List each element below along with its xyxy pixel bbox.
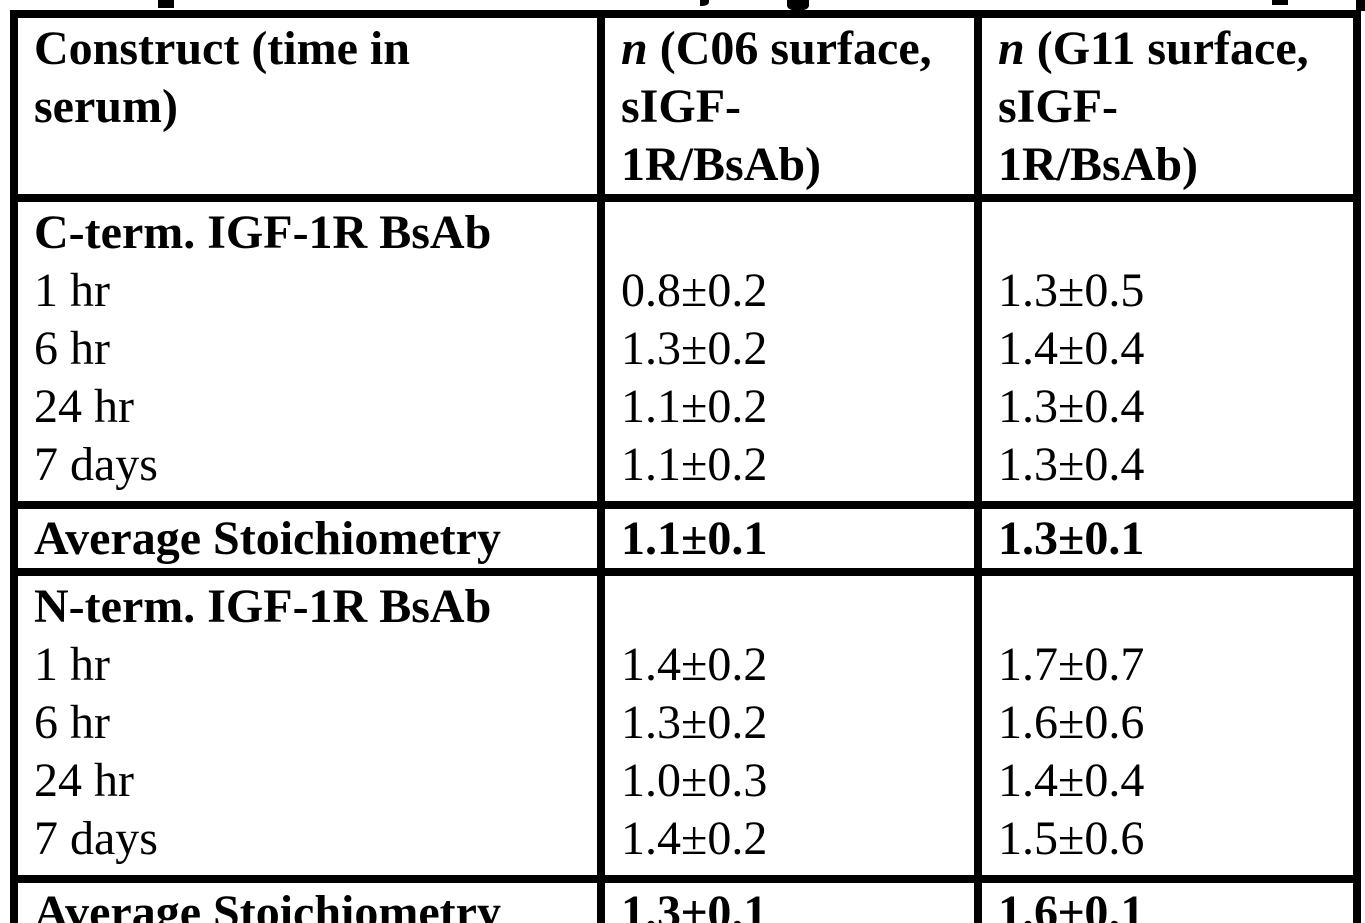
cell-cterm-average-label: Average Stoichiometry bbox=[10, 501, 605, 576]
value: 1.3±0.4 bbox=[998, 380, 1145, 433]
value: 1.4±0.2 bbox=[621, 812, 768, 865]
value: 1.3±0.4 bbox=[998, 438, 1145, 491]
blank-line bbox=[621, 206, 970, 262]
time-label: 1 hr bbox=[34, 638, 110, 691]
average-label: Average Stoichiometry bbox=[34, 886, 501, 923]
value: 1.7±0.7 bbox=[998, 638, 1145, 691]
time-label: 24 hr bbox=[34, 754, 134, 807]
value: 1.0±0.3 bbox=[621, 754, 768, 807]
section-title: N-term. IGF-1R BsAb bbox=[34, 580, 492, 633]
cell-cterm-average-g11: 1.3±0.1 bbox=[974, 501, 1361, 576]
header-text: serum) bbox=[34, 80, 178, 133]
header-text: (G11 surface, bbox=[1024, 22, 1309, 75]
value: 1.1±0.2 bbox=[621, 438, 768, 491]
average-label: Average Stoichiometry bbox=[34, 512, 501, 565]
header-row: Construct (time in serum) n (C06 surface… bbox=[10, 10, 1361, 202]
cell-cterm-average-c06: 1.1±0.1 bbox=[597, 501, 982, 576]
header-cell-c06: n (C06 surface, sIGF- 1R/BsAb) bbox=[597, 10, 982, 202]
average-row-cterm: Average Stoichiometry 1.1±0.1 1.3±0.1 bbox=[10, 501, 1361, 576]
value: 0.8±0.2 bbox=[621, 264, 768, 317]
header-text: (C06 surface, bbox=[647, 22, 932, 75]
value: 1.4±0.4 bbox=[998, 322, 1145, 375]
time-label: 7 days bbox=[34, 438, 158, 491]
average-value: 1.1±0.1 bbox=[621, 512, 768, 565]
cell-nterm-c06-values: 1.4±0.2 1.3±0.2 1.0±0.3 1.4±0.2 bbox=[597, 568, 982, 883]
value: 1.3±0.2 bbox=[621, 696, 768, 749]
average-value: 1.3±0.1 bbox=[998, 512, 1145, 565]
header-text: n (G11 surface, bbox=[998, 22, 1349, 78]
blank-line bbox=[998, 206, 1349, 262]
stoichiometry-table: Construct (time in serum) n (C06 surface… bbox=[10, 10, 1361, 923]
cell-nterm-g11-values: 1.7±0.7 1.6±0.6 1.4±0.4 1.5±0.6 bbox=[974, 568, 1361, 883]
cropped-text-fragment bbox=[158, 0, 174, 8]
n-variable: n bbox=[998, 22, 1025, 75]
cropped-text-fragment bbox=[787, 0, 809, 11]
value: 1.5±0.6 bbox=[998, 812, 1145, 865]
average-row-nterm: Average Stoichiometry 1.3±0.1 1.6±0.1 bbox=[10, 875, 1361, 923]
time-label: 7 days bbox=[34, 812, 158, 865]
header-text: 1R/BsAb) bbox=[998, 138, 1199, 191]
cell-cterm-g11-values: 1.3±0.5 1.4±0.4 1.3±0.4 1.3±0.4 bbox=[974, 194, 1361, 509]
section-row-cterm: C-term. IGF-1R BsAb 1 hr 6 hr 24 hr 7 da… bbox=[10, 194, 1361, 509]
time-label: 6 hr bbox=[34, 322, 110, 375]
value: 1.4±0.2 bbox=[621, 638, 768, 691]
blank-line bbox=[998, 580, 1349, 636]
value: 1.1±0.2 bbox=[621, 380, 768, 433]
cell-nterm-times: N-term. IGF-1R BsAb 1 hr 6 hr 24 hr 7 da… bbox=[10, 568, 605, 883]
header-text: Construct (time in bbox=[34, 22, 410, 75]
n-variable: n bbox=[621, 22, 648, 75]
cropped-text-fragment bbox=[700, 0, 709, 6]
cropped-text-fragment bbox=[1356, 0, 1365, 11]
cell-nterm-average-c06: 1.3±0.1 bbox=[597, 875, 982, 923]
cropped-text-fragment bbox=[1272, 0, 1288, 5]
header-text: 1R/BsAb) bbox=[621, 138, 822, 191]
section-title: C-term. IGF-1R BsAb bbox=[34, 206, 492, 259]
value: 1.6±0.6 bbox=[998, 696, 1145, 749]
header-text: sIGF- bbox=[621, 80, 741, 133]
cell-cterm-c06-values: 0.8±0.2 1.3±0.2 1.1±0.2 1.1±0.2 bbox=[597, 194, 982, 509]
time-label: 1 hr bbox=[34, 264, 110, 317]
cell-nterm-average-g11: 1.6±0.1 bbox=[974, 875, 1361, 923]
cell-cterm-times: C-term. IGF-1R BsAb 1 hr 6 hr 24 hr 7 da… bbox=[10, 194, 605, 509]
header-cell-construct: Construct (time in serum) bbox=[10, 10, 605, 202]
value: 1.3±0.2 bbox=[621, 322, 768, 375]
average-value: 1.6±0.1 bbox=[998, 886, 1145, 923]
time-label: 6 hr bbox=[34, 696, 110, 749]
blank-line bbox=[621, 580, 970, 636]
header-text: n (C06 surface, bbox=[621, 22, 970, 78]
average-value: 1.3±0.1 bbox=[621, 886, 768, 923]
header-text: sIGF- bbox=[998, 80, 1118, 133]
value: 1.4±0.4 bbox=[998, 754, 1145, 807]
cell-nterm-average-label: Average Stoichiometry bbox=[10, 875, 605, 923]
section-row-nterm: N-term. IGF-1R BsAb 1 hr 6 hr 24 hr 7 da… bbox=[10, 568, 1361, 883]
value: 1.3±0.5 bbox=[998, 264, 1145, 317]
time-label: 24 hr bbox=[34, 380, 134, 433]
header-cell-g11: n (G11 surface, sIGF- 1R/BsAb) bbox=[974, 10, 1361, 202]
